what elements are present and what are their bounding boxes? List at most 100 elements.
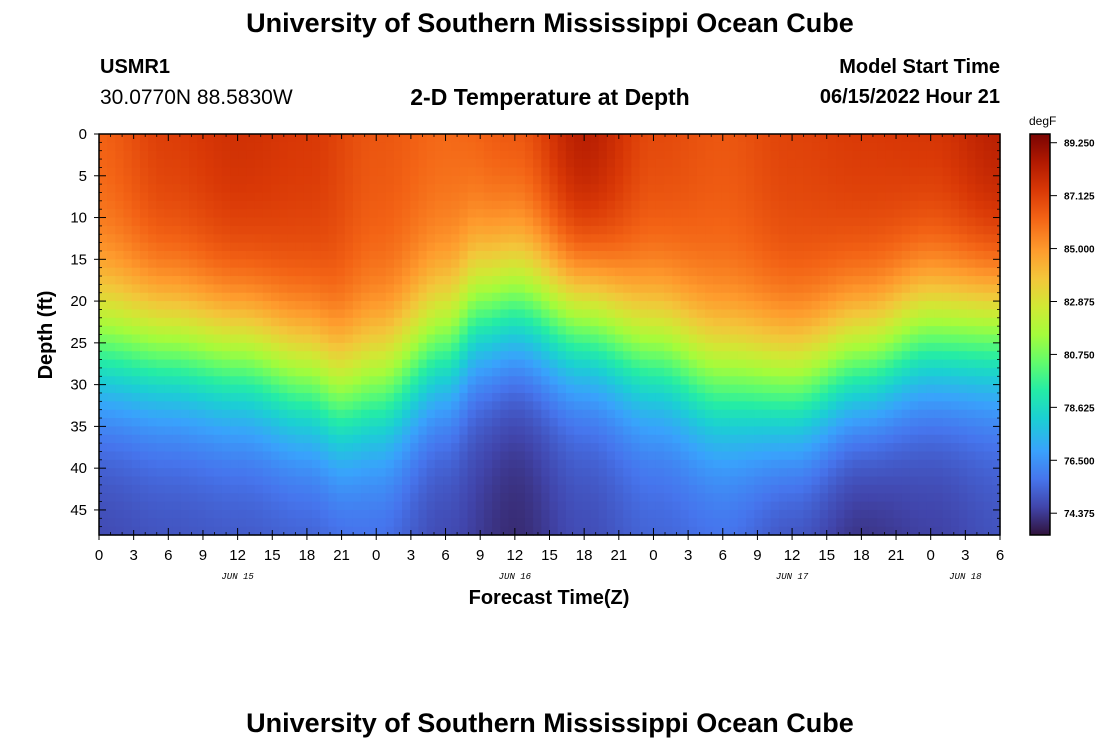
heatmap-cell [590,317,600,327]
heatmap-cell [262,509,272,519]
heatmap-cell [729,192,739,202]
heatmap-cell [148,217,157,227]
heatmap-cell [778,334,788,344]
heatmap-cell [131,476,141,486]
heatmap-cell [574,200,583,210]
heatmap-cell [320,142,329,152]
heatmap-cell [918,292,927,302]
heatmap-cell [238,142,248,152]
heatmap-cell [746,259,755,269]
heatmap-cell [696,150,706,160]
heatmap-cell [180,443,190,453]
heatmap-cell [729,334,739,344]
heatmap-cell [99,526,108,536]
heatmap-cell [361,326,370,336]
heatmap-cell [844,134,854,143]
heatmap-cell [811,384,821,394]
heatmap-cell [615,434,624,444]
heatmap-cell [328,334,338,344]
heatmap-cell [672,301,682,311]
heatmap-cell [901,200,911,210]
heatmap-cell [426,401,436,411]
heatmap-cell [180,476,190,486]
heatmap-cell [942,401,952,411]
heatmap-cell [803,309,813,319]
heatmap-cell [680,392,690,402]
heatmap-cell [459,426,469,436]
heatmap-cell [705,192,714,202]
heatmap-cell [852,326,862,336]
heatmap-cell [827,459,837,469]
heatmap-cell [729,276,739,285]
heatmap-cell [778,242,788,252]
heatmap-cell [320,242,329,252]
heatmap-cell [557,359,567,369]
heatmap-cell [934,426,944,436]
heatmap-cell [705,259,714,269]
heatmap-cell [246,200,256,210]
heatmap-cell [746,301,755,311]
heatmap-cell [688,150,698,160]
heatmap-cell [443,418,452,427]
heatmap-cell [271,351,280,361]
heatmap-cell [615,326,624,336]
heatmap-cell [434,418,444,427]
heatmap-cell [279,334,288,344]
heatmap-cell [729,326,739,336]
heatmap-cell [827,476,837,486]
heatmap-cell [877,334,886,344]
heatmap-cell [156,284,166,294]
heatmap-cell [655,468,665,478]
heatmap-cell [328,200,338,210]
heatmap-cell [901,259,911,269]
heatmap-cell [672,167,682,177]
heatmap-cell [590,526,600,536]
heatmap-cell [705,234,714,244]
heatmap-cell [647,250,657,260]
heatmap-cell [737,159,747,169]
heatmap-cell [819,367,829,377]
heatmap-cell [680,376,690,386]
heatmap-cell [213,267,223,277]
heatmap-cell [426,392,436,402]
heatmap-cell [467,159,477,169]
heatmap-cell [926,184,936,194]
heatmap-cell [131,384,141,394]
heatmap-cell [860,418,870,427]
heatmap-cell [107,234,116,244]
heatmap-cell [180,426,190,436]
heatmap-cell [492,342,501,352]
heatmap-cell [549,200,559,210]
heatmap-cell [508,209,518,219]
heatmap-cell [197,509,207,519]
heatmap-cell [516,326,526,336]
heatmap-cell [197,392,207,402]
heatmap-cell [827,384,837,394]
heatmap-cell [565,259,575,269]
heatmap-cell [795,443,805,453]
heatmap-cell [328,192,338,202]
heatmap-cell [254,309,264,319]
heatmap-cell [451,451,460,461]
heatmap-cell [271,242,280,252]
heatmap-cell [295,175,305,185]
heatmap-cell [844,159,854,169]
heatmap-cell [279,526,288,536]
heatmap-cell [778,459,788,469]
heatmap-cell [680,459,690,469]
heatmap-cell [893,267,903,277]
heatmap-cell [107,276,116,285]
heatmap-cell [262,142,272,152]
heatmap-cell [336,526,346,536]
heatmap-cell [770,317,780,327]
heatmap-cell [860,192,870,202]
heatmap-cell [402,451,411,461]
heatmap-cell [230,484,239,494]
heatmap-cell [238,518,248,528]
heatmap-cell [148,301,157,311]
heatmap-cell [901,476,911,486]
heatmap-cell [279,242,288,252]
heatmap-cell [336,518,346,528]
heatmap-cell [639,509,649,519]
heatmap-cell [475,209,485,219]
